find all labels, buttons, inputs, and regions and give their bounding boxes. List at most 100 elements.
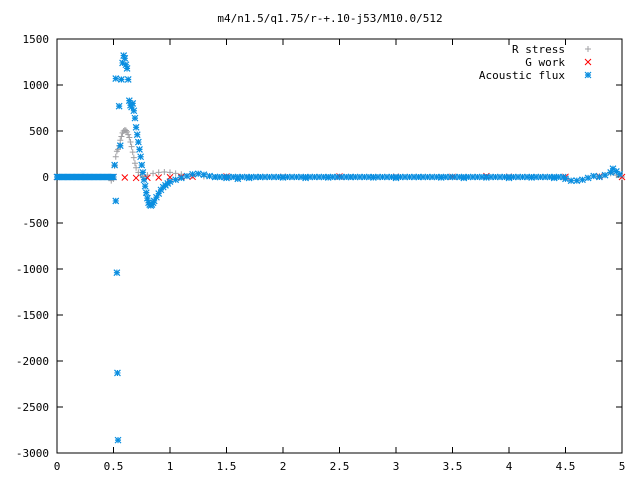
data-point	[136, 145, 143, 153]
data-point	[216, 173, 224, 181]
data-point	[245, 174, 253, 182]
x-tick-label: 4	[506, 460, 513, 473]
data-point	[612, 168, 620, 175]
data-point	[150, 197, 158, 205]
data-point	[183, 172, 191, 180]
data-point	[324, 173, 332, 181]
data-point	[134, 138, 142, 146]
data-point	[351, 173, 359, 181]
data-point	[172, 176, 180, 184]
data-point	[155, 190, 163, 197]
x-tick-label: 1	[167, 460, 174, 473]
data-point	[114, 369, 121, 377]
data-point	[261, 173, 269, 181]
series-acoustic-flux	[53, 52, 624, 444]
data-point	[132, 123, 140, 131]
data-point	[117, 137, 124, 144]
data-point	[123, 65, 131, 72]
x-tick-label: 0.5	[104, 460, 124, 473]
legend-label: G work	[525, 56, 565, 69]
data-point	[112, 75, 120, 82]
data-point	[437, 173, 445, 181]
data-point	[161, 168, 168, 175]
data-point	[128, 103, 136, 111]
data-point	[397, 173, 404, 181]
data-point	[142, 189, 150, 197]
data-point	[121, 54, 129, 62]
data-point	[302, 173, 310, 181]
data-point	[546, 173, 554, 181]
acoustic-flux-baseline	[211, 173, 567, 181]
data-point	[333, 173, 341, 181]
data-point	[119, 59, 126, 67]
data-point	[496, 173, 504, 181]
data-point	[127, 139, 134, 146]
data-point	[129, 149, 136, 156]
data-point	[609, 165, 617, 173]
legend-marker	[585, 46, 591, 52]
data-point	[270, 173, 278, 181]
data-point	[243, 173, 251, 181]
data-point	[559, 173, 567, 181]
data-point	[125, 131, 132, 138]
data-point	[114, 436, 122, 444]
data-point	[478, 173, 486, 181]
data-point	[469, 173, 477, 181]
data-point	[369, 173, 377, 181]
data-point	[365, 173, 373, 181]
data-point	[573, 177, 581, 185]
data-point	[211, 173, 219, 181]
data-point	[189, 170, 197, 178]
y-tick-label: -3000	[16, 447, 49, 460]
data-point	[112, 153, 119, 160]
data-point	[125, 97, 133, 105]
data-point	[424, 173, 432, 181]
data-point	[590, 172, 598, 180]
data-point	[115, 102, 123, 110]
data-point	[288, 173, 296, 181]
data-point	[117, 76, 125, 83]
data-point	[225, 173, 233, 181]
data-point	[234, 173, 242, 181]
data-point	[172, 170, 179, 177]
data-point	[428, 173, 436, 181]
data-point	[406, 173, 413, 181]
data-point	[401, 173, 409, 181]
data-point	[256, 173, 264, 181]
data-point	[342, 173, 350, 181]
x-tick-label: 5	[619, 460, 626, 473]
y-tick-label: 500	[29, 125, 49, 138]
data-point	[523, 173, 531, 181]
data-point	[537, 173, 545, 181]
data-point	[410, 173, 418, 181]
data-point	[306, 173, 314, 181]
data-point	[131, 114, 139, 122]
axes: 0 0.5 1 1.5 2 2.5 3 3.5 4 4.5 5 -3000 -2500 -2000 -150…	[16, 33, 625, 473]
data-point	[130, 107, 138, 115]
data-point	[297, 173, 305, 181]
data-point	[487, 173, 495, 181]
data-point	[528, 173, 536, 181]
y-tick-label: -2000	[16, 355, 49, 368]
data-point	[223, 174, 230, 182]
data-point	[415, 173, 423, 181]
data-point	[140, 176, 148, 184]
y-tick-label: -1000	[16, 263, 49, 276]
data-point	[238, 173, 246, 181]
data-point	[112, 197, 120, 205]
data-point	[379, 173, 386, 181]
data-point	[541, 173, 549, 181]
y-tick-label: 1500	[23, 33, 50, 46]
data-point	[584, 174, 592, 182]
data-point	[579, 176, 586, 184]
legend-marker	[584, 58, 592, 66]
data-point	[360, 173, 368, 181]
data-point	[279, 173, 287, 181]
x-tick-label: 0	[54, 460, 61, 473]
data-point	[595, 173, 603, 181]
data-point	[133, 164, 140, 171]
data-point	[124, 76, 132, 83]
data-point	[433, 173, 441, 181]
